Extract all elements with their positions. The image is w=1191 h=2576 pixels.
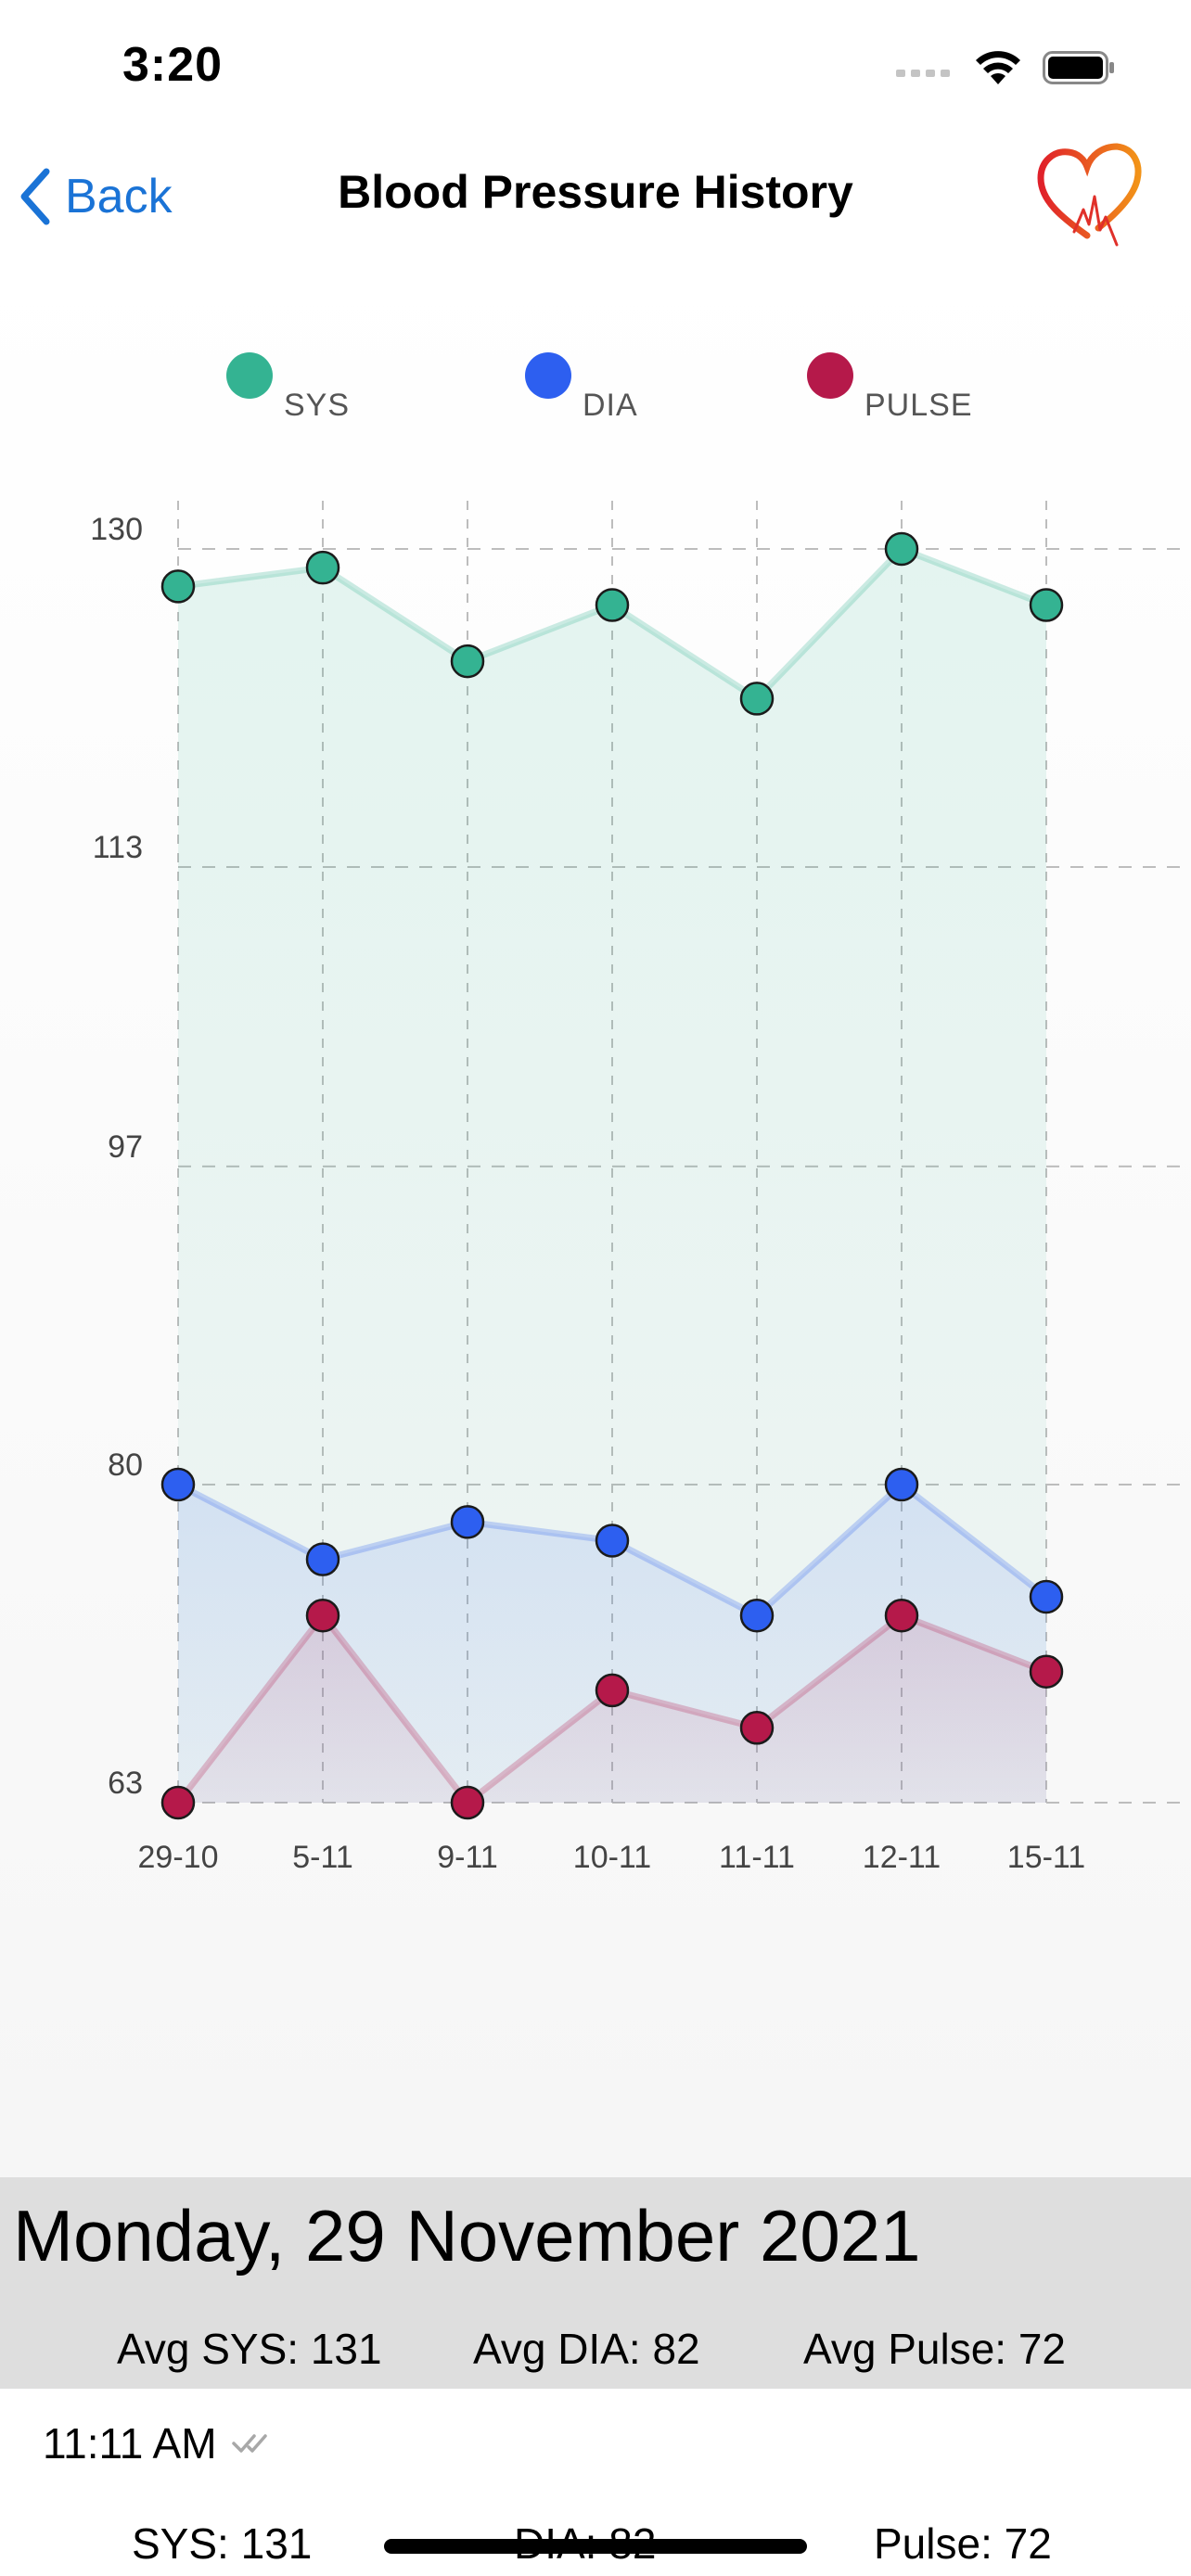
cellular-signal-icon [896,70,950,77]
battery-icon [1043,51,1114,84]
legend-label-pulse: PULSE [864,388,973,423]
x-tick-label: 10-11 [573,1840,651,1875]
x-tick-label: 5-11 [292,1840,353,1875]
point-dia [739,1598,775,1633]
home-indicator[interactable] [384,2539,807,2554]
x-tick-label: 12-11 [863,1840,941,1875]
entry-sys: SYS: 131 [132,2519,313,2568]
x-tick-label: 11-11 [719,1840,795,1875]
y-tick-label: 97 [108,1129,143,1165]
bp-line-chart: 130 113 97 80 63 29-10 5-11 9-11 10-11 11-11 12-11… [90,501,1191,1875]
point-pulse [305,1598,340,1633]
page-title: Blood Pressure History [338,166,853,218]
legend-label-dia: DIA [583,388,638,423]
point-pulse [450,1785,485,1820]
x-tick-label: 15-11 [1007,1840,1085,1875]
y-tick-label: 130 [90,512,143,547]
chart-panel: SYS DIA PULSE 130 113 97 80 63 29-10 5-11 9-11 1… [0,250,1191,2179]
avg-pulse: Avg Pulse: 72 [803,2325,1067,2373]
entry-time: 11:11 AM [43,2419,217,2468]
point-sys [160,569,196,604]
point-sys [884,531,919,567]
status-icons [896,45,1117,91]
y-tick-label: 63 [108,1766,143,1801]
point-pulse [739,1711,775,1745]
heart-logo-icon [1037,143,1142,247]
legend-dot-sys [226,352,273,399]
legend-dot-pulse [807,352,853,399]
navigation-bar: Back Blood Pressure History [0,139,1191,250]
x-tick-label: 29-10 [138,1840,219,1875]
point-pulse [1029,1654,1064,1689]
point-pulse [595,1673,630,1708]
point-dia [1029,1579,1064,1614]
y-tick-label: 113 [93,830,143,865]
entry-pulse: Pulse: 72 [874,2519,1052,2568]
point-sys [595,588,630,622]
point-dia [884,1467,919,1502]
double-check-icon [231,2434,267,2453]
point-sys [739,682,775,716]
back-button[interactable]: Back [19,159,173,234]
point-dia [160,1467,196,1502]
point-dia [595,1524,630,1558]
point-sys [305,550,340,585]
back-label: Back [65,170,173,223]
point-dia [450,1505,485,1539]
wifi-icon [976,51,1020,84]
point-pulse [160,1785,196,1820]
status-time: 3:20 [122,38,224,92]
summary-date: Monday, 29 November 2021 [13,2195,921,2276]
area-sys [178,549,1046,1803]
avg-sys: Avg SYS: 131 [117,2325,382,2373]
point-pulse [884,1598,919,1633]
point-sys [450,644,485,679]
entry-time-row: 11:11 AM [43,2418,276,2468]
x-tick-label: 9-11 [437,1840,498,1875]
avg-dia: Avg DIA: 82 [473,2325,700,2373]
chevron-left-icon [20,168,50,225]
chart-legend: SYS DIA PULSE [0,352,1191,436]
daily-summary: Monday, 29 November 2021 Avg SYS: 131 Av… [0,2177,1191,2389]
y-tick-label: 80 [108,1447,143,1483]
status-bar: 3:20 [0,0,1191,139]
area-pulse [178,1615,1046,1803]
legend-dot-dia [525,352,571,399]
legend-label-sys: SYS [284,388,351,423]
point-dia [305,1542,340,1576]
point-sys [1029,588,1064,622]
